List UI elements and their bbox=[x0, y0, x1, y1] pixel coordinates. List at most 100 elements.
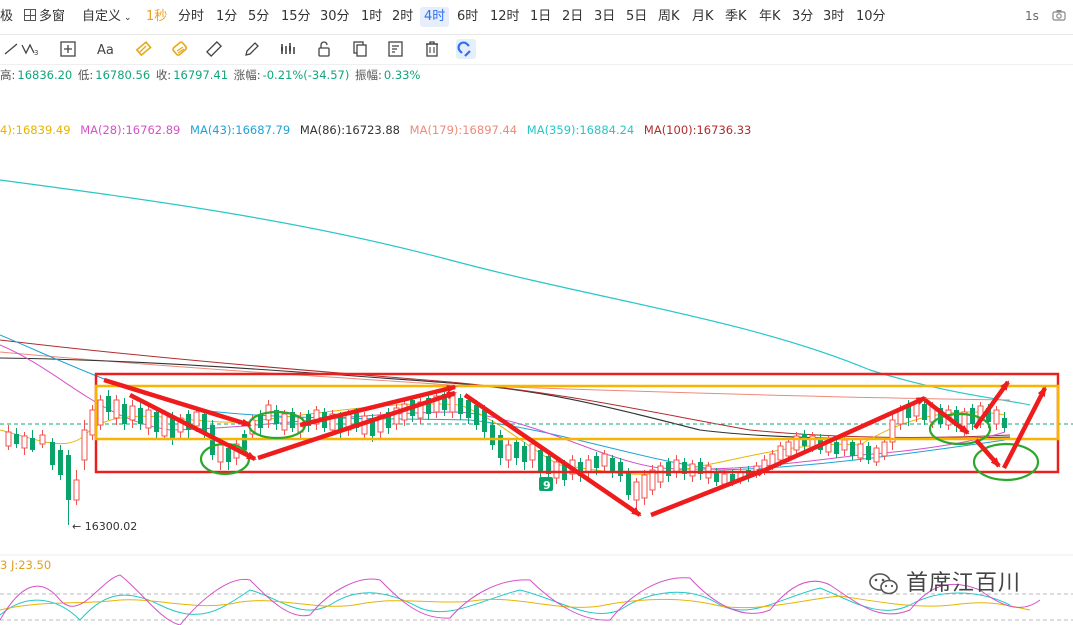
copy-icon[interactable] bbox=[350, 39, 370, 59]
green-circle-4 bbox=[972, 442, 1040, 482]
tab-level[interactable]: 极 bbox=[0, 9, 14, 24]
candle-body bbox=[546, 456, 551, 474]
svg-text:3: 3 bbox=[34, 49, 38, 57]
candle-body bbox=[522, 446, 527, 462]
tab-year[interactable]: 年K bbox=[759, 9, 781, 24]
candle-body bbox=[458, 398, 463, 414]
amplitude-value: 0.33% bbox=[383, 68, 421, 82]
candle-body bbox=[474, 405, 479, 425]
trash-icon[interactable] bbox=[422, 39, 442, 59]
timeframe-toolbar: 极 多窗 自定义 ⌄ 1秒 分时 1分 5分 15分 30分 1时 2时 4时 6… bbox=[0, 0, 1073, 35]
arrow-10 bbox=[974, 438, 1001, 468]
candle-body bbox=[578, 462, 583, 476]
crosshair-box-icon[interactable] bbox=[58, 39, 78, 59]
candle-body bbox=[354, 412, 359, 428]
text-tool-icon[interactable]: Aa bbox=[96, 39, 116, 59]
tab-5d[interactable]: 5日 bbox=[626, 9, 648, 24]
tab-3m[interactable]: 3分 bbox=[792, 9, 814, 24]
kdj-legend: 3 J:23.50 bbox=[0, 558, 52, 572]
candle-body bbox=[258, 414, 263, 428]
tab-1s[interactable]: 1秒 bbox=[146, 9, 168, 24]
candle-body bbox=[433, 395, 440, 413]
tab-3d[interactable]: 3日 bbox=[594, 9, 616, 24]
tab-custom[interactable]: 自定义 ⌄ bbox=[82, 7, 132, 27]
bar-chart-icon[interactable] bbox=[278, 39, 298, 59]
eraser-icon[interactable] bbox=[134, 39, 154, 59]
candle-body bbox=[466, 400, 471, 418]
candle-body bbox=[338, 416, 343, 432]
lock-icon[interactable] bbox=[314, 39, 334, 59]
camera-icon[interactable] bbox=[1052, 9, 1066, 24]
tab-12h[interactable]: 12时 bbox=[490, 9, 520, 24]
tab-5m[interactable]: 5分 bbox=[248, 9, 270, 24]
candle-body bbox=[442, 394, 447, 410]
candlestick-chart[interactable]: ← 16300.02 9 bbox=[0, 140, 1073, 625]
candle-body bbox=[186, 414, 191, 430]
edit-list-icon[interactable] bbox=[386, 39, 406, 59]
candle-body bbox=[873, 447, 880, 463]
tab-6h[interactable]: 6时 bbox=[457, 9, 479, 24]
candle-body bbox=[938, 408, 943, 424]
candle-body bbox=[58, 450, 63, 475]
candle-body bbox=[649, 469, 656, 491]
green-circle-1 bbox=[199, 442, 251, 476]
tab-multi-window[interactable]: 多窗 bbox=[24, 7, 65, 27]
tab-1h[interactable]: 1时 bbox=[361, 9, 383, 24]
candle-body bbox=[954, 410, 959, 426]
candle-body bbox=[777, 445, 784, 461]
tab-custom-label: 自定义 bbox=[82, 9, 122, 24]
candle-body bbox=[721, 473, 728, 485]
tab-30m[interactable]: 30分 bbox=[320, 9, 350, 24]
candle-body bbox=[610, 458, 615, 472]
candle-body bbox=[138, 408, 143, 424]
candle-body bbox=[417, 401, 424, 419]
tab-10m[interactable]: 10分 bbox=[856, 9, 886, 24]
high-value: 16836.20 bbox=[17, 68, 73, 82]
arrow-2 bbox=[128, 392, 257, 462]
wave-tool-icon[interactable]: 3 bbox=[20, 39, 40, 59]
candle-body bbox=[626, 472, 631, 495]
candles bbox=[5, 390, 1007, 525]
drawing-toolbar: 3 Aa bbox=[0, 34, 1073, 65]
sequence-badge: 9 bbox=[543, 479, 551, 492]
tab-15m[interactable]: 15分 bbox=[281, 9, 311, 24]
candle-body bbox=[290, 412, 295, 428]
tab-month[interactable]: 月K bbox=[692, 9, 714, 24]
tab-4h[interactable]: 4时 bbox=[420, 7, 450, 27]
tab-2d[interactable]: 2日 bbox=[562, 9, 584, 24]
candle-body bbox=[993, 409, 1000, 425]
tab-1d[interactable]: 1日 bbox=[530, 9, 552, 24]
candle-body bbox=[30, 438, 35, 450]
candle-body bbox=[370, 418, 375, 436]
tab-3h[interactable]: 3时 bbox=[823, 9, 845, 24]
candle-body bbox=[857, 443, 864, 459]
candle-body bbox=[193, 411, 200, 427]
green-circle-3 bbox=[928, 412, 992, 446]
ruler-icon[interactable] bbox=[204, 39, 224, 59]
candle-body bbox=[154, 412, 159, 432]
candle-body bbox=[170, 418, 175, 438]
magnet-pattern-icon[interactable] bbox=[170, 39, 190, 59]
ma100-line bbox=[0, 339, 1011, 438]
candle-body bbox=[746, 470, 751, 478]
amplitude-label: 振幅: bbox=[354, 68, 382, 82]
tab-quarter[interactable]: 季K bbox=[725, 9, 747, 24]
tab-timeshare[interactable]: 分时 bbox=[178, 9, 205, 24]
ma-legend-item-0: 4):16839.49 bbox=[0, 123, 71, 137]
candle-body bbox=[585, 459, 592, 473]
tab-1m[interactable]: 1分 bbox=[216, 9, 238, 24]
line-tool-icon[interactable] bbox=[2, 39, 22, 59]
tab-2h[interactable]: 2时 bbox=[392, 9, 414, 24]
candle-body bbox=[386, 412, 391, 428]
refresh-interval[interactable]: 1s bbox=[1025, 9, 1039, 23]
tab-week[interactable]: 周K bbox=[658, 9, 680, 24]
arrow-5 bbox=[463, 393, 642, 517]
candle-body bbox=[601, 453, 608, 467]
low-label: 低: bbox=[77, 68, 94, 82]
pencil-icon[interactable] bbox=[242, 39, 262, 59]
magnet-icon[interactable] bbox=[456, 39, 476, 59]
arrow-1 bbox=[103, 377, 252, 428]
candle-body bbox=[714, 472, 719, 482]
wechat-icon bbox=[868, 571, 900, 597]
arrow-3 bbox=[299, 384, 457, 428]
